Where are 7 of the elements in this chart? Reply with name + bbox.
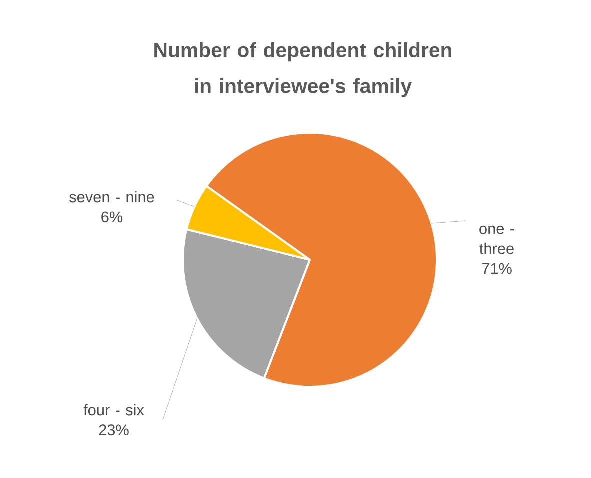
slice-label: four - six xyxy=(84,404,144,416)
data-label: 23% xyxy=(99,424,129,436)
slice-label: seven - nine xyxy=(70,191,154,203)
data-label: 71% xyxy=(482,263,512,274)
slice-label: one - three xyxy=(480,226,514,254)
chart-title: Number of dependent children in interviewee's family xyxy=(154,42,452,98)
data-label: 6% xyxy=(102,212,123,223)
